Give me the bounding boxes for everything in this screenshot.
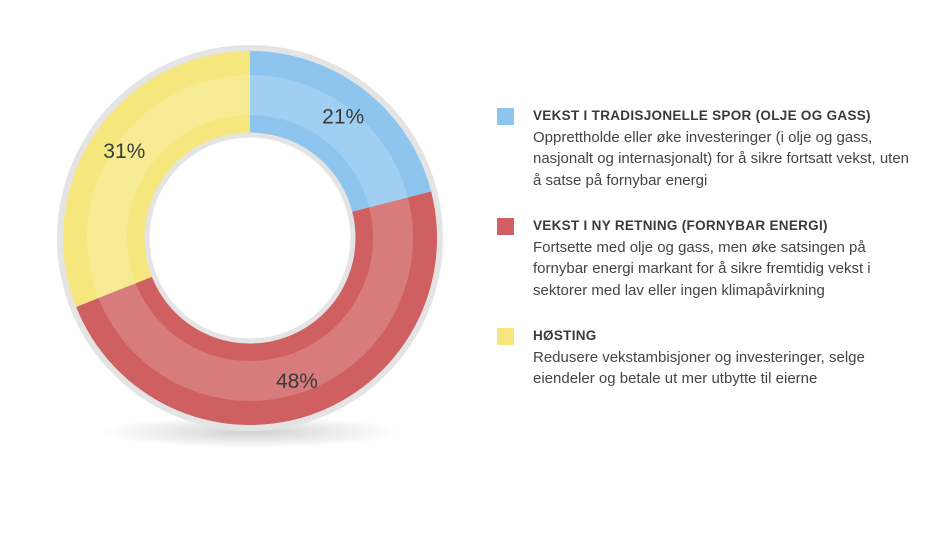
value-label: 31%	[103, 140, 145, 163]
inner-band	[87, 75, 413, 401]
legend-swatch	[497, 108, 514, 125]
legend-title: VEKST I TRADISJONELLE SPOR (OLJE OG GASS…	[533, 108, 871, 123]
legend: VEKST I TRADISJONELLE SPOR (OLJE OG GASS…	[497, 105, 917, 414]
legend-item: VEKST I NY RETNING (FORNYBAR ENERGI) Fort…	[497, 215, 917, 301]
shadow	[100, 416, 400, 448]
value-label: 21%	[322, 105, 364, 128]
value-label: 48%	[276, 370, 318, 393]
slice	[250, 51, 432, 214]
legend-title: HØSTING	[533, 328, 597, 343]
labels: 21% 48% 31%	[103, 105, 364, 393]
slice	[76, 191, 438, 426]
legend-item: HØSTING Redusere vekstambisjoner og inves…	[497, 325, 917, 390]
slice	[62, 51, 250, 307]
legend-description: Fortsette med olje og gass, men øke sats…	[533, 238, 871, 299]
donut-hole	[144, 132, 356, 344]
legend-description: Redusere vekstambisjoner og investeringe…	[533, 348, 865, 388]
legend-swatch	[497, 328, 514, 345]
legend-description: Opprettholde eller øke investeringer (i …	[533, 128, 910, 189]
slices	[62, 51, 438, 426]
legend-item: VEKST I TRADISJONELLE SPOR (OLJE OG GASS…	[497, 105, 917, 191]
legend-swatch	[497, 218, 514, 235]
legend-title: VEKST I NY RETNING (FORNYBAR ENERGI)	[533, 218, 828, 233]
